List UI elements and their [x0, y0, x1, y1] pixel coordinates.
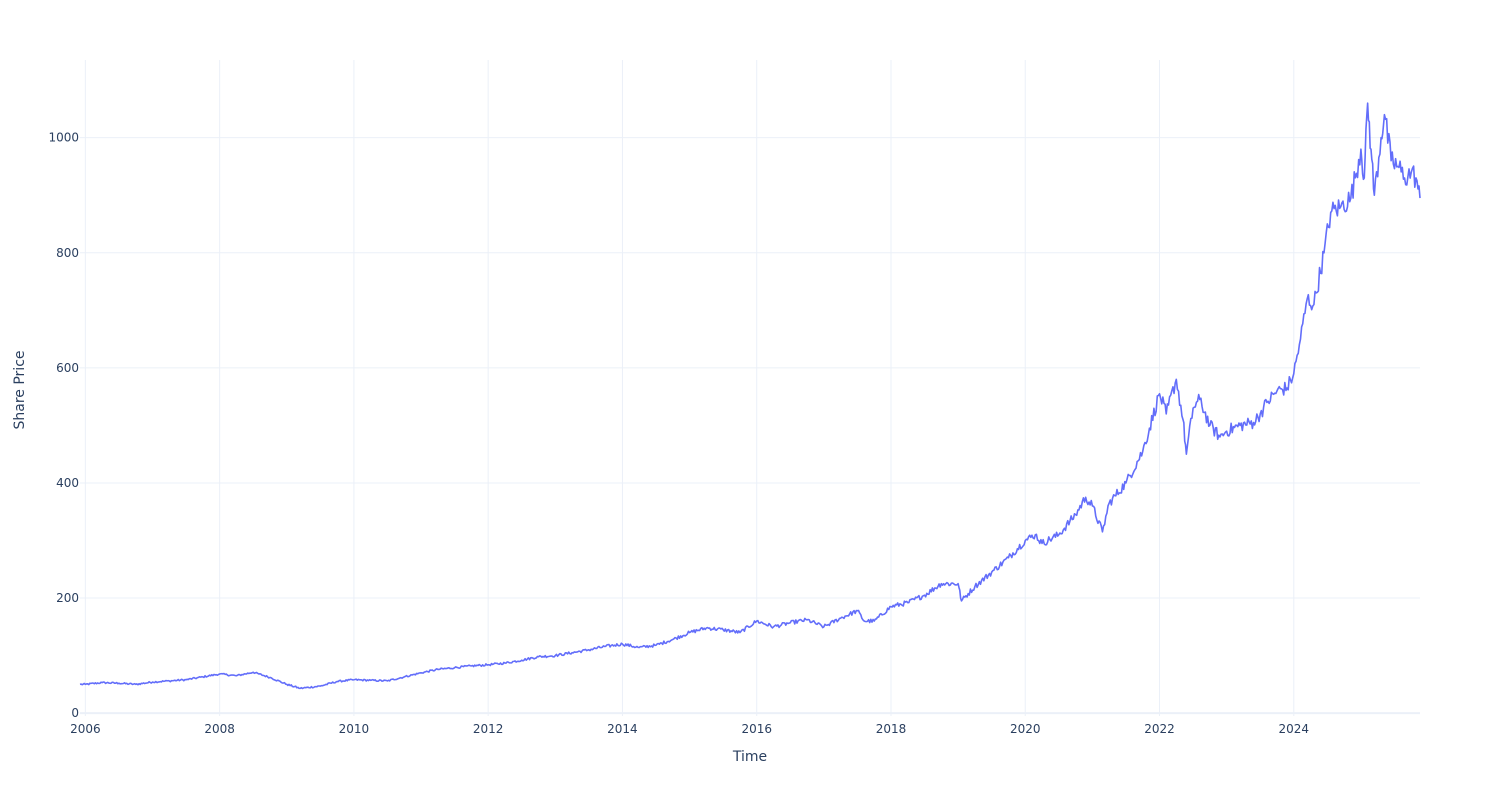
series-layer	[79, 102, 1421, 690]
y-tick-label: 800	[56, 246, 79, 260]
price-series-line	[79, 102, 1421, 690]
x-tick-label: 2012	[473, 722, 504, 736]
y-tick-label: 0	[71, 706, 79, 720]
x-tick-label: 2016	[741, 722, 772, 736]
y-tick-label: 1000	[48, 131, 79, 145]
x-gridlines	[84, 60, 1295, 716]
x-tick-label: 2008	[204, 722, 235, 736]
y-gridlines	[80, 137, 1420, 715]
x-tick-label: 2020	[1010, 722, 1041, 736]
x-tick-label: 2014	[607, 722, 638, 736]
y-tick-labels: 0 200 400 600 800 1000	[48, 131, 79, 720]
y-tick-label: 600	[56, 361, 79, 375]
y-axis-title: Share Price	[12, 350, 28, 429]
x-tick-label: 2018	[876, 722, 907, 736]
x-tick-label: 2010	[339, 722, 370, 736]
y-tick-label: 400	[56, 476, 79, 490]
x-tick-labels: 2006 2008 2010 2012 2014 2016 2018 2020 2022 2024	[70, 722, 1309, 736]
x-tick-label: 2022	[1144, 722, 1175, 736]
x-tick-label: 2006	[70, 722, 101, 736]
y-tick-label: 200	[56, 591, 79, 605]
x-axis-title: Time	[732, 749, 767, 765]
x-tick-label: 2024	[1279, 722, 1310, 736]
